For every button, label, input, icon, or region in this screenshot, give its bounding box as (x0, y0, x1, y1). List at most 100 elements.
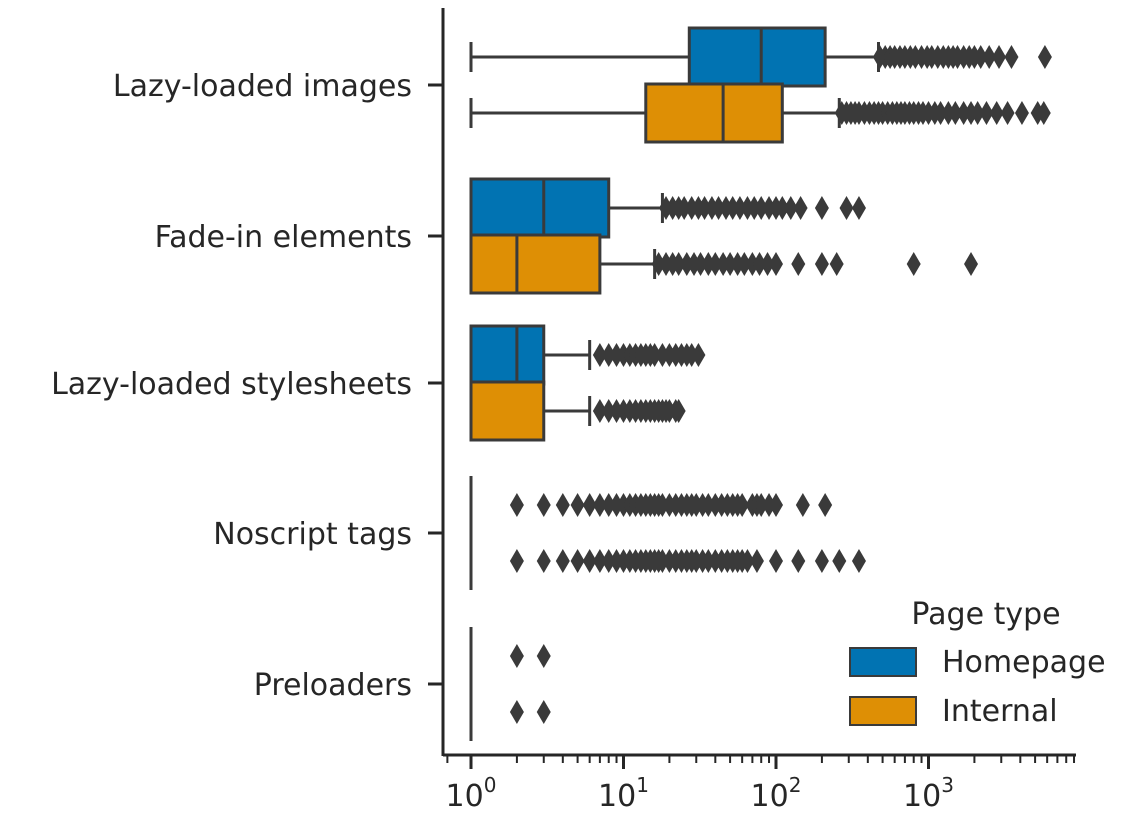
x-tick-label: 100 (446, 773, 497, 814)
outlier-point (769, 493, 783, 517)
outlier-point (671, 399, 686, 423)
outlier-point (536, 493, 551, 517)
outlier-point (509, 493, 524, 517)
x-tick-label: 101 (598, 773, 649, 814)
x-tick-label: 102 (751, 773, 802, 814)
outlier-point (737, 252, 752, 276)
box-fade-in-elements-internal (469, 233, 979, 295)
outlier-point (956, 101, 971, 125)
outlier-point (829, 252, 844, 276)
outlier-point (592, 343, 607, 367)
outlier-point (814, 549, 829, 573)
outlier-point (832, 549, 847, 573)
outlier-point (570, 493, 585, 517)
box-lazy-loaded-stylesheets-internal (469, 380, 686, 442)
outlier-point (536, 549, 551, 573)
outlier-point (989, 101, 1004, 125)
outlier-point (723, 252, 738, 276)
outlier-point (933, 101, 948, 125)
category-label-noscript-tags: Noscript tags (213, 517, 412, 552)
box-lazy-loaded-images-homepage (469, 26, 1052, 88)
outlier-point (749, 549, 764, 573)
outlier-point (906, 252, 921, 276)
outlier-point (592, 493, 607, 517)
outlier-point (693, 252, 708, 276)
outlier-point (752, 252, 767, 276)
box-body (469, 233, 602, 295)
outlier-point (711, 196, 726, 220)
box-lazy-loaded-stylesheets-homepage (469, 324, 706, 386)
outlier-point (754, 196, 769, 220)
legend-label-homepage: Homepage (942, 645, 1106, 680)
outlier-point (754, 493, 769, 517)
plot-area (469, 26, 1052, 741)
category-label-fade-in-elements: Fade-in elements (155, 220, 412, 255)
outlier-point (601, 399, 616, 423)
box-preloaders-internal (469, 683, 551, 741)
outlier-point (791, 549, 806, 573)
outlier-point (793, 196, 808, 220)
outlier-point (814, 196, 829, 220)
outlier-point (973, 45, 988, 69)
category-label-lazy-loaded-images: Lazy-loaded images (113, 69, 412, 104)
outlier-point (691, 343, 706, 367)
outlier-point (1004, 45, 1019, 69)
outlier-point (509, 549, 524, 573)
box-lazy-loaded-images-internal (469, 82, 1051, 144)
category-label-preloaders: Preloaders (254, 668, 412, 703)
outlier-point (1036, 101, 1051, 125)
outlier-point (1014, 101, 1029, 125)
outlier-point (814, 252, 829, 276)
box-body (687, 26, 827, 88)
outlier-point (677, 196, 692, 220)
outlier-point (555, 549, 570, 573)
outlier-point (536, 644, 551, 668)
outlier-point (679, 252, 694, 276)
outlier-point (1000, 101, 1015, 125)
x-tick-label: 103 (903, 773, 954, 814)
outlier-point (601, 549, 616, 573)
outlier-point (732, 196, 747, 220)
outlier-point (601, 493, 616, 517)
outlier-point (708, 252, 723, 276)
outlier-point (601, 343, 616, 367)
outlier-point (851, 549, 866, 573)
outlier-point (769, 549, 783, 573)
legend-swatch-homepage (849, 647, 917, 677)
box-preloaders-homepage (469, 627, 551, 685)
legend-swatch-internal (849, 696, 917, 726)
legend-title: Page type (911, 597, 1060, 632)
outlier-point (839, 196, 854, 220)
outlier-point (651, 252, 666, 276)
outlier-point (509, 700, 524, 724)
legend: Page type Homepage Internal (849, 597, 1106, 729)
legend-label-internal: Internal (942, 694, 1058, 729)
category-label-lazy-loaded-stylesheets: Lazy-loaded stylesheets (51, 367, 412, 402)
outlier-point (791, 252, 806, 276)
outlier-point (592, 399, 607, 423)
outlier-point (760, 252, 775, 276)
outlier-point (948, 101, 963, 125)
outlier-point (783, 196, 798, 220)
box-body (469, 324, 546, 386)
outlier-point (851, 196, 866, 220)
outlier-point (1037, 45, 1052, 69)
outlier-point (964, 252, 979, 276)
box-noscript-tags-homepage (469, 476, 833, 534)
outlier-point (745, 252, 760, 276)
category-labels: Lazy-loaded images Fade-in elements Lazy-l… (51, 69, 443, 703)
outlier-point (570, 549, 585, 573)
outlier-point (582, 549, 597, 573)
outlier-point (735, 493, 750, 517)
outlier-point (795, 493, 810, 517)
outlier-point (536, 700, 551, 724)
outlier-point (509, 644, 524, 668)
outlier-point (582, 493, 597, 517)
box-fade-in-elements-homepage (469, 177, 866, 239)
box-noscript-tags-internal (469, 532, 866, 590)
outlier-point (982, 45, 997, 69)
outlier-point (769, 252, 783, 276)
outlier-point (592, 549, 607, 573)
outlier-point (740, 549, 755, 573)
